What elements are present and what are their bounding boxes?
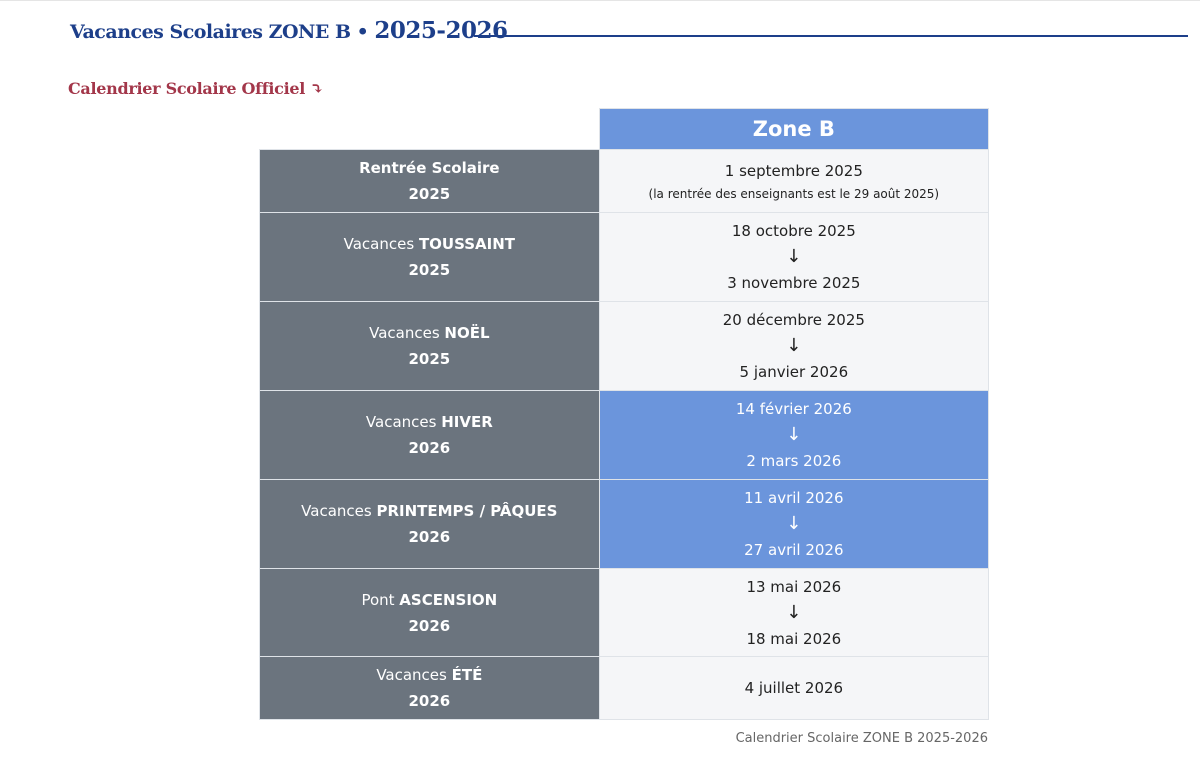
label-bold: HIVER	[441, 413, 493, 431]
table-row: Vacances HIVER 2026 14 février 2026 ↓ 2 mars…	[259, 390, 990, 480]
arrow-down-icon: ↓	[786, 513, 802, 534]
arrow-down-icon: ↓	[786, 246, 802, 267]
period-dates: 18 octobre 2025 ↓ 3 novembre 2025	[598, 212, 990, 302]
period-label: Rentrée Scolaire 2025	[259, 149, 600, 213]
title-divider	[474, 35, 1188, 37]
arrow-down-icon: ↓	[786, 335, 802, 356]
zone-header: Zone B	[598, 108, 990, 150]
end-date: 18 mai 2026	[746, 629, 842, 648]
period-dates: 1 septembre 2025 (la rentrée des enseigna…	[598, 149, 990, 213]
end-date: 3 novembre 2025	[727, 274, 861, 292]
label-year: 2025	[408, 261, 451, 279]
period-dates: 20 décembre 2025 ↓ 5 janvier 2026	[598, 301, 990, 391]
label-year: 2025	[408, 185, 451, 203]
period-label: Vacances NOËL 2025	[259, 301, 600, 391]
period-label: Vacances TOUSSAINT 2025	[259, 212, 600, 302]
label-prefix: Vacances	[376, 666, 452, 684]
title-text: Vacances Scolaires ZONE B •	[70, 21, 369, 43]
section-subtitle: Calendrier Scolaire Officiel ⤵	[68, 79, 324, 98]
table-row: Vacances NOËL 2025 20 décembre 2025 ↓ 5 janv…	[259, 301, 990, 391]
start-date: 13 mai 2026	[746, 577, 842, 596]
title-year: 2025-2026	[374, 17, 508, 44]
label-prefix: Vacances	[369, 324, 445, 342]
label-year: 2026	[408, 439, 451, 457]
arrow-down-icon: ↓	[786, 601, 802, 623]
period-label: Vacances HIVER 2026	[259, 390, 600, 480]
label-prefix: Pont	[361, 590, 400, 609]
label-bold: PRINTEMPS / PÂQUES	[376, 502, 558, 520]
label-year: 2026	[408, 528, 451, 546]
period-dates: 11 avril 2026 ↓ 27 avril 2026	[598, 479, 990, 569]
start-date: 14 février 2026	[735, 400, 852, 418]
table-row: Vacances ÉTÉ 2026 4 juillet 2026	[259, 656, 990, 720]
end-date: 5 janvier 2026	[739, 363, 849, 381]
date: 4 juillet 2026	[744, 679, 844, 697]
empty-header	[260, 109, 600, 150]
end-date: 2 mars 2026	[746, 452, 842, 470]
period-label: Vacances PRINTEMPS / PÂQUES 2026	[259, 479, 600, 569]
table-row: Rentrée Scolaire 2025 1 septembre 2025 (la …	[259, 149, 990, 213]
arrow-down-icon: ↓	[786, 424, 802, 445]
calendar-table: Zone B Rentrée Scolaire 2025 1 septembre 2…	[259, 108, 990, 720]
label-bold: ÉTÉ	[451, 666, 483, 684]
date-note: (la rentrée des enseignants est le 29 ao…	[648, 187, 940, 201]
label-year: 2025	[408, 350, 451, 368]
table-row: Vacances PRINTEMPS / PÂQUES 2026 11 avril …	[259, 479, 990, 569]
label-prefix: Vacances	[301, 502, 377, 520]
page-title: Vacances Scolaires ZONE B • 2025-2026	[70, 17, 508, 44]
label-year: 2026	[408, 692, 451, 710]
period-label: Pont ASCENSION 2026	[259, 568, 600, 657]
start-date: 18 octobre 2025	[731, 222, 856, 240]
period-dates: 14 février 2026 ↓ 2 mars 2026	[598, 390, 990, 480]
table-caption: Calendrier Scolaire ZONE B 2025-2026	[735, 731, 988, 746]
date: 1 septembre 2025	[724, 162, 863, 180]
arrow-turn-down-icon: ⤵	[310, 79, 324, 98]
subtitle-text: Calendrier Scolaire Officiel	[68, 79, 305, 98]
label-prefix: Vacances	[365, 413, 442, 431]
period-label: Vacances ÉTÉ 2026	[259, 656, 600, 720]
label-bold: NOËL	[444, 324, 490, 342]
label-bold: Rentrée Scolaire	[359, 159, 500, 177]
label-bold: TOUSSAINT	[418, 235, 516, 253]
start-date: 11 avril 2026	[744, 489, 844, 507]
end-date: 27 avril 2026	[744, 541, 844, 559]
table-row: Vacances TOUSSAINT 2025 18 octobre 2025 ↓ 3 …	[259, 212, 990, 302]
label-prefix: Vacances	[343, 235, 419, 253]
label-bold: ASCENSION	[399, 590, 498, 609]
label-year: 2026	[408, 616, 451, 635]
period-dates: 13 mai 2026 ↓ 18 mai 2026	[598, 568, 990, 657]
start-date: 20 décembre 2025	[722, 311, 865, 329]
period-dates: 4 juillet 2026	[598, 656, 990, 720]
table-row: Pont ASCENSION 2026 13 mai 2026 ↓ 18 mai 202…	[259, 568, 990, 657]
